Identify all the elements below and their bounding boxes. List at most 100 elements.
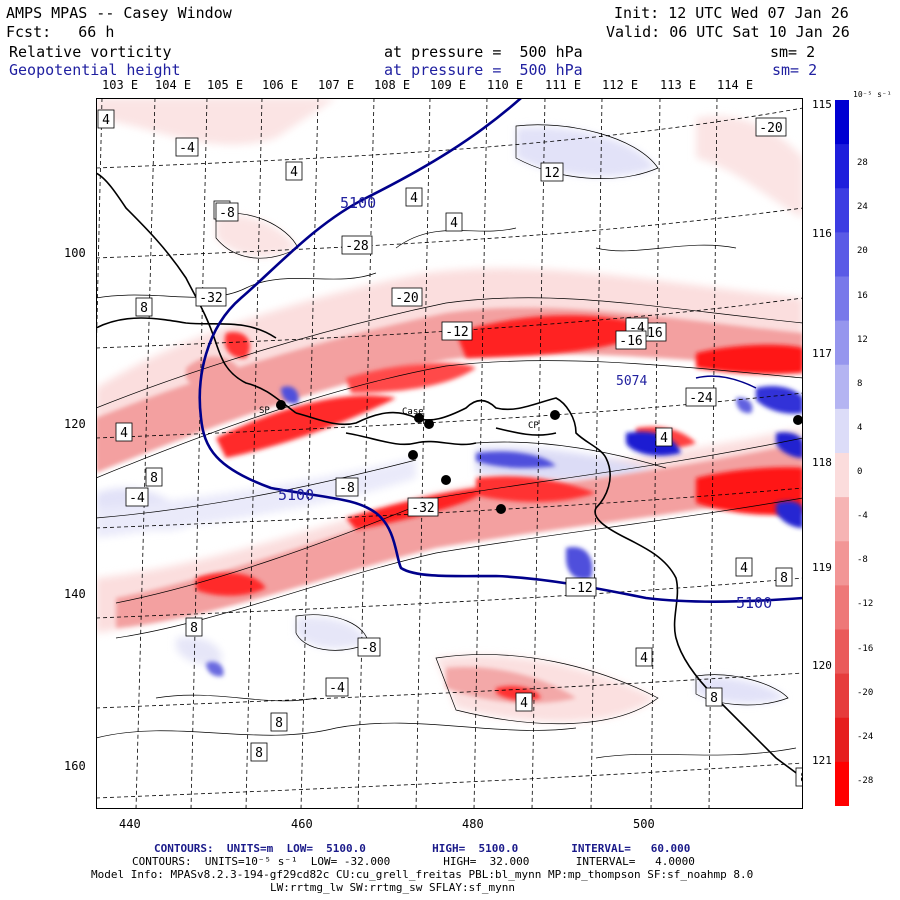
contour-label-box [185, 617, 203, 637]
contour-label: 8 [710, 691, 718, 706]
colorbar [835, 100, 849, 806]
contour-label: -28 [345, 239, 368, 254]
contour-label-box [565, 577, 597, 597]
contour-label-box [325, 677, 349, 697]
colorbar-bin [835, 761, 849, 806]
contour-label-box [175, 137, 199, 157]
contour-label-box [685, 387, 717, 407]
contour-label-box [215, 202, 239, 222]
contour-label: 4 [120, 426, 128, 441]
colorbar-bin [835, 276, 849, 322]
height-label: 5074 [616, 374, 647, 389]
colorbar-label: 4 [857, 422, 863, 433]
contour-label-box [115, 422, 133, 442]
field2-sm: sm= 2 [772, 61, 818, 79]
lon-label-top: 109 E [430, 78, 467, 92]
y-tick: 100 [64, 246, 86, 260]
contour-label-box [335, 477, 359, 497]
contour-label: 8 [150, 471, 158, 486]
footer-model-info: Model Info: MPASv8.2.3-194-gf29cd82c CU:… [91, 868, 754, 881]
contour-label-box [655, 427, 673, 447]
x-tick: 500 [633, 817, 655, 831]
contour-label-box [285, 161, 303, 181]
contour-label: -4 [129, 491, 145, 506]
field2-pressure: at pressure = 500 hPa [384, 61, 583, 79]
colorbar-label: 16 [857, 290, 868, 301]
contour-label: -32 [411, 501, 434, 516]
height-label: 5100 [736, 594, 772, 612]
contour-label-box [735, 557, 753, 577]
contour-label: 4 [450, 216, 458, 231]
field1-name: Relative vorticity [9, 43, 172, 61]
station-label-casey: Case [402, 407, 424, 417]
lon-label-top: 106 E [262, 78, 299, 92]
lon-label-top: 111 E [545, 78, 582, 92]
colorbar-bin [835, 453, 849, 498]
contour-label: 8 [800, 771, 803, 786]
contour-label-box [250, 742, 268, 762]
positive-vorticity-strong-areas [206, 386, 803, 677]
height-label: 5100 [278, 486, 314, 504]
colorbar-label: -20 [857, 687, 874, 698]
contour-label-box [97, 109, 115, 129]
contour-label-box [125, 487, 149, 507]
colorbar-label: 28 [857, 158, 868, 169]
contour-label-box [705, 687, 723, 707]
footer-physics-info: LW:rrtmg_lw SW:rrtmg_sw SFLAY:sf_mynn [270, 881, 516, 894]
contour-label: 4 [740, 561, 748, 576]
forecast-hour: Fcst: 66 h [6, 23, 115, 41]
valid-time: Valid: 06 UTC Sat 10 Jan 26 [606, 23, 850, 41]
vorticity-map[interactable]: SP Case CP 5100 5100 5100 5074 -4 4 8 -8 -12… [96, 98, 803, 809]
lon-label-top: 108 E [374, 78, 411, 92]
colorbar-bin [835, 629, 849, 675]
contour-label: -12 [445, 325, 468, 340]
contour-label-box [405, 187, 423, 207]
contour-label-box [145, 467, 163, 487]
colorbar-bin [835, 541, 849, 586]
contour-label-box [391, 287, 423, 307]
contour-label: -20 [759, 121, 782, 136]
colorbar-label: -24 [857, 731, 874, 742]
colorbar-bin [835, 320, 849, 366]
contour-label: -4 [329, 681, 345, 696]
contour-label: -8 [361, 641, 377, 656]
contour-label: -20 [395, 291, 418, 306]
colorbar-bin [835, 144, 849, 189]
colorbar-label: -28 [857, 775, 874, 786]
colorbar-bin [835, 100, 849, 145]
contour-label-box [775, 567, 793, 587]
contour-label: 8 [780, 571, 788, 586]
contour-label: 8 [255, 746, 263, 761]
lon-label-top: 113 E [660, 78, 697, 92]
y-tick: 120 [64, 417, 86, 431]
colorbar-bin [835, 717, 849, 763]
footer-vorticity-contours: CONTOURS: UNITS=10⁻⁵ s⁻¹ LOW= -32.000 HI… [132, 855, 695, 868]
colorbar-label: 24 [857, 202, 868, 213]
y-tick: 140 [64, 587, 86, 601]
contour-label: -16 [619, 334, 642, 349]
contour-label: -4 [179, 141, 195, 156]
colorbar-bin [835, 673, 849, 719]
field2-name: Geopotential height [9, 61, 181, 79]
contour-label: 4 [410, 191, 418, 206]
map-frame [96, 98, 803, 809]
contour-label-box [540, 162, 564, 182]
height-label: 5100 [340, 194, 376, 212]
contour-label: 12 [544, 166, 560, 181]
contour-label-box [441, 321, 473, 341]
contour-label: -32 [199, 291, 222, 306]
init-time: Init: 12 UTC Wed 07 Jan 26 [614, 4, 849, 22]
x-tick: 480 [462, 817, 484, 831]
colorbar-bin [835, 497, 849, 542]
lon-label-top: 105 E [207, 78, 244, 92]
colorbar-label: 8 [857, 378, 863, 389]
station-dots [276, 400, 803, 514]
colorbar-label: -8 [857, 555, 868, 566]
contour-label-box [195, 287, 227, 307]
contour-label: -8 [339, 481, 355, 496]
colorbar-bin [835, 232, 849, 277]
footer-height-contours: CONTOURS: UNITS=m LOW= 5100.0 HIGH= 5100… [154, 842, 691, 855]
contour-label-box [270, 712, 288, 732]
lon-label-top: 110 E [487, 78, 524, 92]
colorbar-bin [835, 364, 849, 410]
